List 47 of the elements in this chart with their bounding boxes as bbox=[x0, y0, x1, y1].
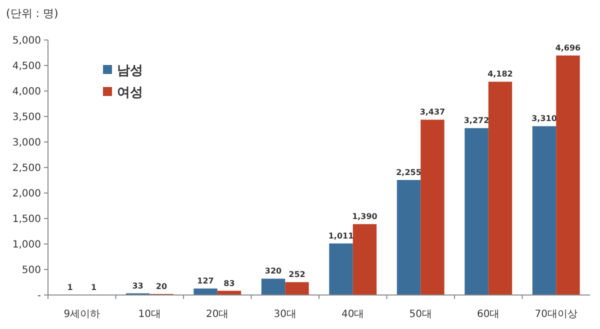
legend-label: 여성 bbox=[117, 86, 143, 101]
y-tick-label: 4,000 bbox=[12, 86, 41, 98]
y-tick-label: 2,500 bbox=[12, 163, 41, 174]
data-label: 83 bbox=[224, 278, 235, 288]
data-label: 4,696 bbox=[555, 44, 582, 53]
text: (단위 : 명) bbox=[6, 7, 58, 20]
y-tick-label: - bbox=[37, 290, 42, 302]
y-tick-label: 3,000 bbox=[12, 138, 41, 148]
data-label: 1,390 bbox=[352, 212, 378, 222]
x-tick-label: 10대 bbox=[138, 309, 161, 320]
data-label: 1,011 bbox=[328, 231, 354, 240]
data-label: 3,272 bbox=[464, 116, 490, 126]
bar bbox=[396, 180, 421, 295]
bar bbox=[420, 120, 444, 295]
bar bbox=[329, 243, 353, 295]
y-tick-label: 5,000 bbox=[12, 36, 41, 46]
y-tick-label: 2,000 bbox=[12, 188, 41, 200]
y-tick-label: 1,000 bbox=[12, 240, 41, 250]
x-tick-label: 20대 bbox=[206, 309, 229, 320]
bar bbox=[464, 128, 488, 295]
bar bbox=[352, 224, 377, 295]
x-tick-label: 60대 bbox=[477, 309, 500, 320]
bar bbox=[532, 126, 556, 295]
data-label: 320 bbox=[264, 266, 282, 276]
x-tick-label: 30대 bbox=[274, 309, 296, 320]
bar bbox=[488, 82, 512, 295]
bar bbox=[261, 278, 286, 295]
x-tick-label: 50대 bbox=[409, 309, 432, 320]
data-label: 3,437 bbox=[420, 108, 446, 117]
data-label: 20 bbox=[156, 282, 168, 291]
data-label: 252 bbox=[288, 270, 306, 280]
data-label: 33 bbox=[132, 281, 144, 290]
y-tick-label: 4,500 bbox=[12, 61, 41, 72]
y-tick-label: 1,500 bbox=[12, 214, 41, 225]
y-tick-label: 500 bbox=[22, 265, 41, 276]
x-tick-label: 40대 bbox=[342, 309, 364, 320]
x-tick-label: 70대이상 bbox=[534, 309, 578, 320]
y-tick-label: 3,500 bbox=[12, 112, 41, 123]
data-label: 4,182 bbox=[488, 70, 513, 79]
data-label: 1 bbox=[90, 282, 97, 292]
x-tick-label: 9세이하 bbox=[64, 309, 100, 320]
bar bbox=[194, 288, 218, 295]
data-label: 1 bbox=[67, 282, 74, 292]
data-label: 127 bbox=[197, 276, 214, 286]
legend-label: 남성 bbox=[117, 64, 143, 79]
bar bbox=[285, 282, 309, 295]
bar bbox=[556, 56, 580, 295]
